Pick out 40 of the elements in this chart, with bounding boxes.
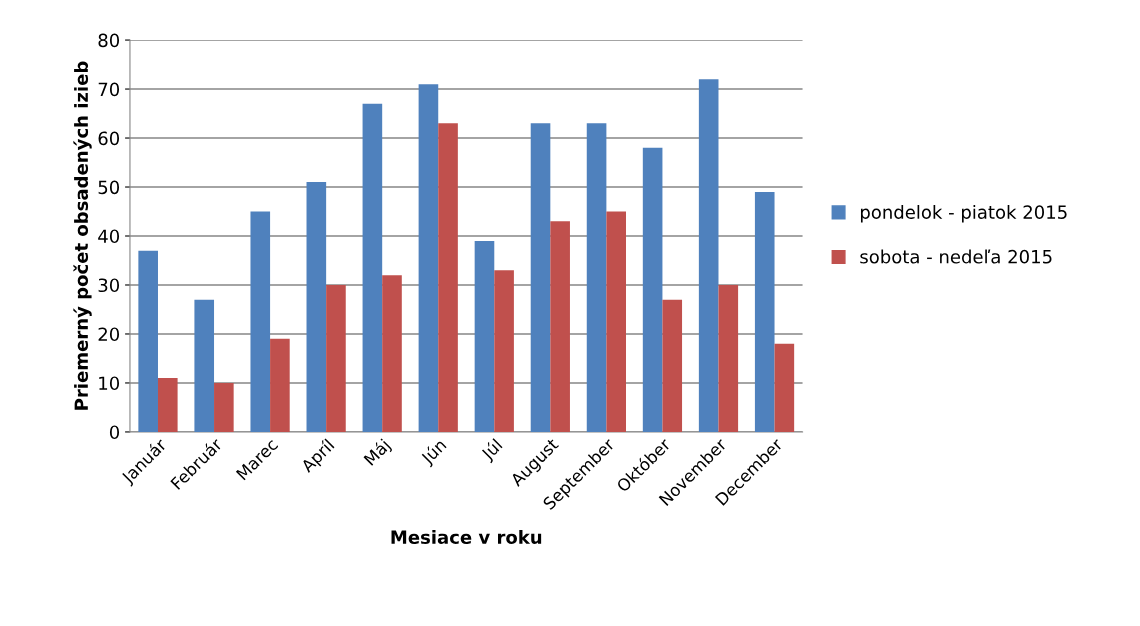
y-tick-label: 20	[98, 327, 120, 342]
bar	[494, 270, 514, 432]
bar	[250, 211, 271, 432]
bar	[306, 182, 327, 432]
bar	[474, 240, 495, 432]
bar	[754, 191, 775, 432]
bar	[530, 123, 551, 432]
bar	[718, 284, 739, 432]
bar	[326, 284, 346, 432]
y-tick-label: 30	[98, 278, 120, 293]
y-tick-label: 0	[109, 425, 120, 440]
bar	[418, 84, 439, 432]
bar	[774, 343, 795, 432]
bar	[642, 147, 663, 432]
legend-label: pondelok - piatok 2015	[860, 204, 1067, 223]
y-tick-label: 70	[98, 82, 120, 97]
y-tick-label: 10	[99, 376, 120, 391]
bar	[550, 221, 570, 432]
bar	[270, 338, 290, 432]
x-axis-title: Mesiace v roku	[391, 530, 542, 544]
legend-label: sobota - nedeľa 2015	[860, 249, 1052, 264]
y-tick-label: 80	[98, 33, 120, 48]
x-tick-label: Jún	[419, 437, 449, 468]
x-tick-label: Máj	[362, 437, 393, 469]
bar	[698, 79, 719, 432]
bar	[382, 275, 402, 432]
bar	[157, 378, 178, 432]
y-tick-label: 50	[98, 180, 120, 195]
bar	[662, 299, 683, 432]
bar	[214, 382, 234, 432]
bar	[586, 123, 607, 432]
bar	[606, 211, 626, 432]
y-tick-label: 60	[98, 131, 120, 146]
y-axis-title: Priemerný počet obsadených izieb	[73, 61, 92, 410]
bar	[194, 299, 215, 432]
x-tick-label: Júl	[479, 437, 505, 464]
bar	[138, 250, 158, 432]
bar	[438, 123, 458, 432]
y-tick-label: 40	[98, 229, 120, 244]
bar	[362, 103, 383, 432]
